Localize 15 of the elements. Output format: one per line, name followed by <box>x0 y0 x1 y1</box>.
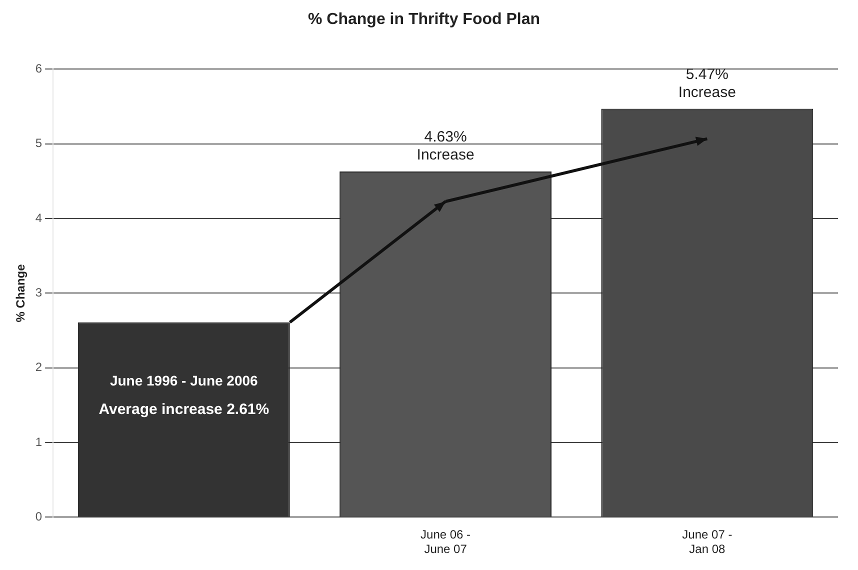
y-tick-label: 1 <box>35 434 42 449</box>
x-tick-label: June 06 - June 07 <box>420 528 471 556</box>
y-axis-title: % Change <box>14 264 28 322</box>
y-tick-label: 2 <box>35 360 42 374</box>
y-tick-label: 6 <box>35 62 42 76</box>
annotation: 5.47% Increase <box>678 66 736 101</box>
y-tick-label: 5 <box>35 136 42 150</box>
y-tick-label: 4 <box>35 210 42 225</box>
y-tick-label: 0 <box>35 510 42 524</box>
annotation: June 1996 - June 2006 <box>110 372 258 389</box>
annotation: Average increase 2.61% <box>98 401 270 418</box>
annotation: 4.63% Increase <box>416 128 474 164</box>
y-tick-label: 3 <box>35 286 42 300</box>
x-tick-label: June 07 - Jan 08 <box>682 528 732 556</box>
chart-title: % Change in Thrifty Food Plan <box>308 11 540 28</box>
